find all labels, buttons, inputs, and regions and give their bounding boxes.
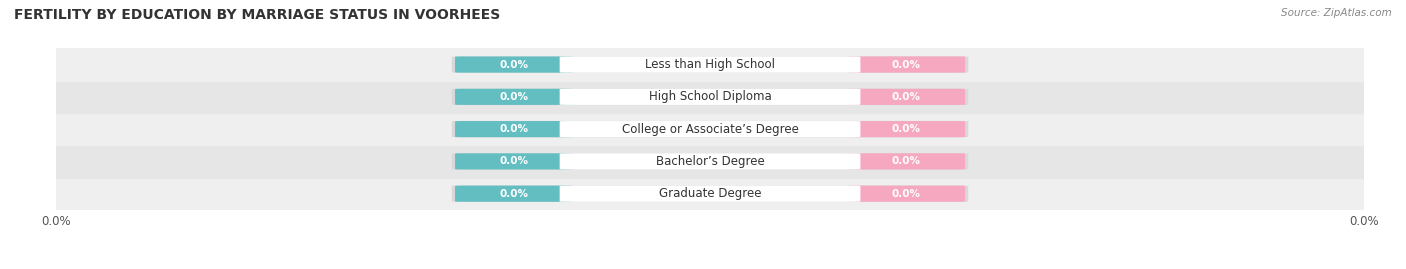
FancyBboxPatch shape [560, 56, 860, 73]
Text: 0.0%: 0.0% [499, 156, 529, 167]
Text: Source: ZipAtlas.com: Source: ZipAtlas.com [1281, 8, 1392, 18]
FancyBboxPatch shape [451, 56, 969, 73]
Text: Graduate Degree: Graduate Degree [659, 187, 761, 200]
Text: Bachelor’s Degree: Bachelor’s Degree [655, 155, 765, 168]
FancyBboxPatch shape [848, 153, 965, 169]
FancyBboxPatch shape [456, 56, 572, 73]
FancyBboxPatch shape [560, 89, 860, 105]
FancyBboxPatch shape [456, 121, 572, 137]
FancyBboxPatch shape [848, 56, 965, 73]
Text: 0.0%: 0.0% [891, 124, 921, 134]
FancyBboxPatch shape [848, 186, 965, 202]
Text: 0.0%: 0.0% [499, 189, 529, 199]
FancyBboxPatch shape [451, 121, 969, 137]
Text: FERTILITY BY EDUCATION BY MARRIAGE STATUS IN VOORHEES: FERTILITY BY EDUCATION BY MARRIAGE STATU… [14, 8, 501, 22]
Text: Less than High School: Less than High School [645, 58, 775, 71]
Bar [56, 48, 1364, 81]
FancyBboxPatch shape [560, 121, 860, 137]
Bar [56, 81, 1364, 113]
Text: 0.0%: 0.0% [499, 124, 529, 134]
Text: 0.0%: 0.0% [891, 59, 921, 70]
FancyBboxPatch shape [560, 186, 860, 202]
FancyBboxPatch shape [451, 153, 969, 170]
Text: High School Diploma: High School Diploma [648, 90, 772, 103]
FancyBboxPatch shape [560, 153, 860, 169]
Text: 0.0%: 0.0% [891, 156, 921, 167]
Text: College or Associate’s Degree: College or Associate’s Degree [621, 123, 799, 136]
Text: 0.0%: 0.0% [891, 92, 921, 102]
FancyBboxPatch shape [456, 153, 572, 169]
FancyBboxPatch shape [456, 186, 572, 202]
Bar [56, 113, 1364, 145]
Bar [56, 178, 1364, 210]
FancyBboxPatch shape [848, 121, 965, 137]
Text: 0.0%: 0.0% [891, 189, 921, 199]
Bar [56, 145, 1364, 178]
FancyBboxPatch shape [451, 185, 969, 202]
FancyBboxPatch shape [456, 89, 572, 105]
Text: 0.0%: 0.0% [499, 92, 529, 102]
FancyBboxPatch shape [848, 89, 965, 105]
FancyBboxPatch shape [451, 89, 969, 105]
Text: 0.0%: 0.0% [499, 59, 529, 70]
